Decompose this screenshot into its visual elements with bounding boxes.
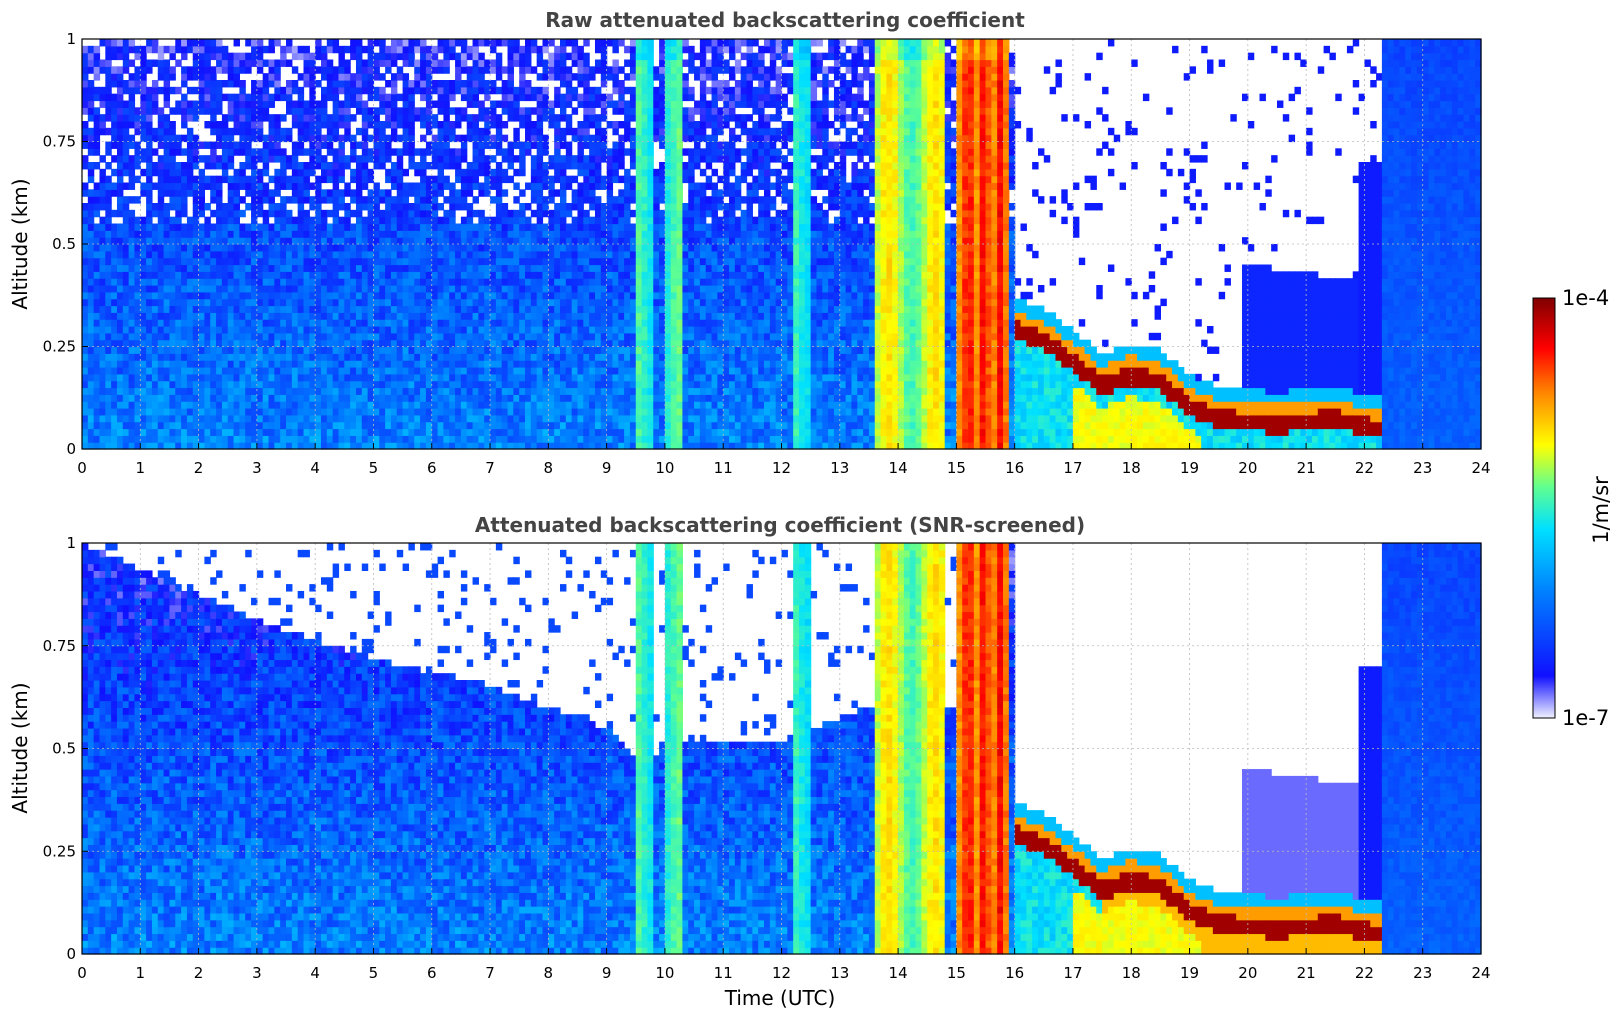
chart-title: Raw attenuated backscattering coefficien… <box>545 8 1025 32</box>
colorbar-min-label: 1e-7 <box>1562 706 1609 730</box>
x-tick-label: 9 <box>602 459 612 477</box>
panel-raw: Raw attenuated backscattering coefficien… <box>8 8 1491 477</box>
x-tick-label: 6 <box>427 964 437 982</box>
colorbar-max-label: 1e-4 <box>1562 286 1609 310</box>
x-tick-label: 4 <box>310 964 320 982</box>
x-tick-label: 21 <box>1297 964 1316 982</box>
x-tick-label: 4 <box>310 459 320 477</box>
x-tick-label: 1 <box>136 459 146 477</box>
x-tick-label: 21 <box>1297 459 1316 477</box>
x-tick-label: 23 <box>1413 459 1432 477</box>
y-tick-label: 0.25 <box>43 842 76 860</box>
y-tick-label: 0.75 <box>43 637 76 655</box>
y-tick-label: 0.5 <box>52 235 76 253</box>
colorbar: 1e-4 1e-7 1/m/sr <box>1533 286 1613 730</box>
x-tick-label: 24 <box>1471 459 1490 477</box>
x-tick-label: 8 <box>544 964 554 982</box>
x-tick-label: 22 <box>1355 459 1374 477</box>
x-tick-label: 7 <box>485 964 495 982</box>
x-tick-label: 14 <box>889 964 908 982</box>
x-tick-label: 15 <box>947 459 966 477</box>
x-tick-label: 12 <box>772 459 791 477</box>
x-tick-label: 0 <box>77 459 87 477</box>
x-tick-label: 20 <box>1238 964 1257 982</box>
y-axis-label: Altitude (km) <box>8 682 32 813</box>
y-ticks: 0 0.25 0.5 0.75 1 <box>43 30 88 458</box>
chart-title: Attenuated backscattering coefficient (S… <box>475 513 1085 537</box>
y-tick-label: 0.25 <box>43 338 76 356</box>
y-tick-label: 1 <box>66 534 76 552</box>
x-tick-label: 14 <box>889 459 908 477</box>
x-tick-label: 15 <box>947 964 966 982</box>
x-tick-label: 3 <box>252 964 262 982</box>
x-tick-label: 0 <box>77 964 87 982</box>
x-tick-label: 13 <box>830 964 849 982</box>
x-tick-label: 1 <box>136 964 146 982</box>
x-tick-label: 17 <box>1063 459 1082 477</box>
y-axis-label: Altitude (km) <box>8 178 32 309</box>
x-tick-label: 5 <box>369 964 379 982</box>
x-tick-label: 23 <box>1413 964 1432 982</box>
x-tick-label: 19 <box>1180 459 1199 477</box>
x-tick-label: 2 <box>194 964 204 982</box>
x-tick-label: 10 <box>655 459 674 477</box>
y-tick-label: 0 <box>66 945 76 963</box>
x-tick-label: 19 <box>1180 964 1199 982</box>
x-tick-label: 18 <box>1122 459 1141 477</box>
x-tick-label: 20 <box>1238 459 1257 477</box>
y-tick-label: 1 <box>66 30 76 48</box>
x-tick-label: 7 <box>485 459 495 477</box>
x-tick-label: 22 <box>1355 964 1374 982</box>
colorbar-gradient <box>1533 298 1555 718</box>
x-tick-label: 6 <box>427 459 437 477</box>
y-tick-label: 0 <box>66 440 76 458</box>
x-tick-label: 17 <box>1063 964 1082 982</box>
x-tick-label: 12 <box>772 964 791 982</box>
y-ticks: 0 0.25 0.5 0.75 1 <box>43 534 88 963</box>
y-tick-label: 0.5 <box>52 740 76 758</box>
y-tick-label: 0.75 <box>43 133 76 151</box>
x-tick-label: 3 <box>252 459 262 477</box>
x-tick-label: 8 <box>544 459 554 477</box>
x-tick-label: 18 <box>1122 964 1141 982</box>
panel-screened: Attenuated backscattering coefficient (S… <box>8 513 1491 1010</box>
x-tick-label: 2 <box>194 459 204 477</box>
x-tick-label: 11 <box>714 964 733 982</box>
x-tick-label: 16 <box>1005 964 1024 982</box>
x-tick-label: 5 <box>369 459 379 477</box>
x-tick-label: 11 <box>714 459 733 477</box>
x-tick-label: 24 <box>1471 964 1490 982</box>
x-tick-label: 16 <box>1005 459 1024 477</box>
x-tick-label: 13 <box>830 459 849 477</box>
x-tick-label: 9 <box>602 964 612 982</box>
colorbar-label: 1/m/sr <box>1589 476 1613 544</box>
x-axis-label: Time (UTC) <box>724 986 836 1010</box>
x-tick-label: 10 <box>655 964 674 982</box>
